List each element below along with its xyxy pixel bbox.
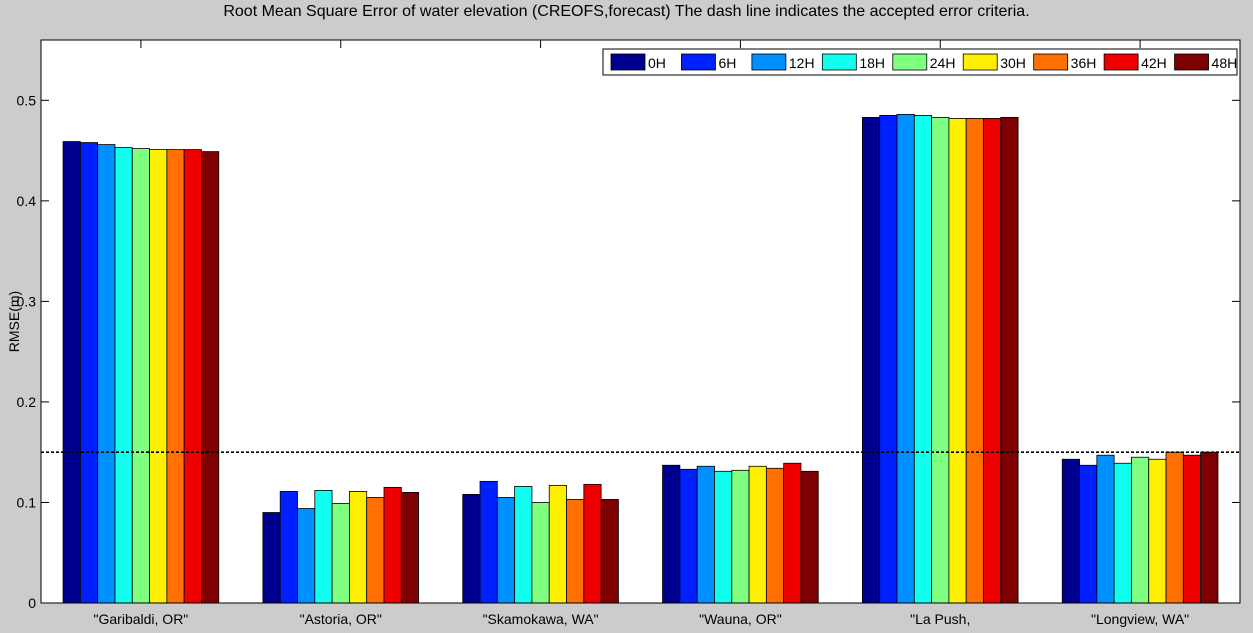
- legend-swatch: [1174, 53, 1209, 71]
- bar: [913, 115, 932, 604]
- bar: [201, 151, 220, 604]
- bar: [383, 486, 402, 604]
- bar: [1096, 454, 1115, 604]
- bar: [262, 512, 281, 604]
- legend-label: 36H: [1071, 55, 1097, 71]
- bar: [348, 491, 368, 604]
- bar: [97, 144, 116, 604]
- bar: [1079, 464, 1098, 604]
- x-tick-label: "La Push,: [910, 611, 970, 627]
- legend-swatch: [821, 53, 857, 71]
- bar: [931, 117, 950, 604]
- y-tick-label: 0.3: [17, 293, 37, 309]
- bar: [1061, 458, 1080, 604]
- bar: [131, 148, 150, 604]
- bar: [731, 469, 750, 604]
- bar: [514, 485, 533, 604]
- bar: [462, 494, 481, 604]
- bar: [800, 470, 819, 604]
- legend-label: 6H: [718, 55, 736, 71]
- legend-label: 30H: [1000, 55, 1026, 71]
- bar: [983, 118, 1002, 604]
- bar: [1148, 458, 1167, 604]
- x-tick-label: "Astoria, OR": [300, 611, 382, 627]
- bar: [1131, 456, 1150, 604]
- bar: [183, 149, 202, 604]
- bar: [297, 508, 316, 604]
- bar: [149, 149, 168, 604]
- bar: [1000, 117, 1019, 604]
- bar: [531, 502, 550, 604]
- bar: [714, 470, 733, 604]
- bar: [862, 117, 881, 604]
- legend-label: 0H: [648, 55, 666, 71]
- y-tick-label: 0.1: [17, 494, 37, 510]
- bar: [79, 142, 99, 604]
- x-tick-label: "Garibaldi, OR": [94, 611, 189, 627]
- plot-frame: [40, 39, 1241, 604]
- bar: [496, 497, 516, 604]
- legend-swatch: [892, 53, 928, 71]
- legend-swatch: [681, 53, 716, 71]
- bar: [765, 467, 785, 604]
- bar: [400, 492, 419, 604]
- bar: [1113, 462, 1132, 604]
- legend-swatch: [751, 53, 787, 71]
- y-tick-label: 0.2: [17, 394, 37, 410]
- legend-label: 18H: [859, 55, 885, 71]
- legend-label: 12H: [789, 55, 815, 71]
- bar: [314, 489, 333, 604]
- bar: [879, 115, 898, 604]
- legend-swatch: [1033, 53, 1069, 71]
- bar: [948, 118, 967, 604]
- x-tick-label: "Longview, WA": [1091, 611, 1189, 627]
- bar: [896, 113, 915, 604]
- bar: [583, 483, 602, 604]
- bar: [114, 147, 133, 604]
- bar: [696, 465, 715, 604]
- legend-swatch: [1103, 53, 1139, 71]
- bar: [366, 497, 385, 604]
- bar: [548, 484, 567, 604]
- bar: [62, 141, 81, 604]
- legend-label: 48H: [1212, 55, 1238, 71]
- bar: [166, 149, 185, 604]
- plot-area: [40, 39, 1241, 604]
- bar: [1200, 451, 1219, 604]
- bar: [479, 480, 498, 604]
- bar: [331, 503, 350, 604]
- legend-swatch: [962, 53, 998, 71]
- y-tick-label: 0: [28, 595, 36, 611]
- legend-label: 24H: [930, 55, 956, 71]
- bar: [279, 491, 298, 604]
- bar: [1165, 451, 1184, 604]
- x-tick-label: "Skamokawa, WA": [483, 611, 599, 627]
- bar: [662, 464, 681, 604]
- bar: [679, 468, 698, 604]
- bar: [566, 499, 585, 604]
- chart-title: Root Mean Square Error of water elevatio…: [223, 3, 1030, 20]
- y-axis-label: RMSE(m): [6, 291, 22, 352]
- bar: [1182, 454, 1202, 604]
- legend-label: 42H: [1141, 55, 1167, 71]
- bar: [965, 118, 984, 604]
- x-tick-label: "Wauna, OR": [699, 611, 782, 627]
- bar: [748, 465, 767, 604]
- legend-swatch: [610, 53, 646, 71]
- bar: [600, 499, 619, 604]
- bar: [783, 462, 802, 604]
- y-tick-label: 0.5: [17, 92, 37, 108]
- y-tick-label: 0.4: [17, 193, 37, 209]
